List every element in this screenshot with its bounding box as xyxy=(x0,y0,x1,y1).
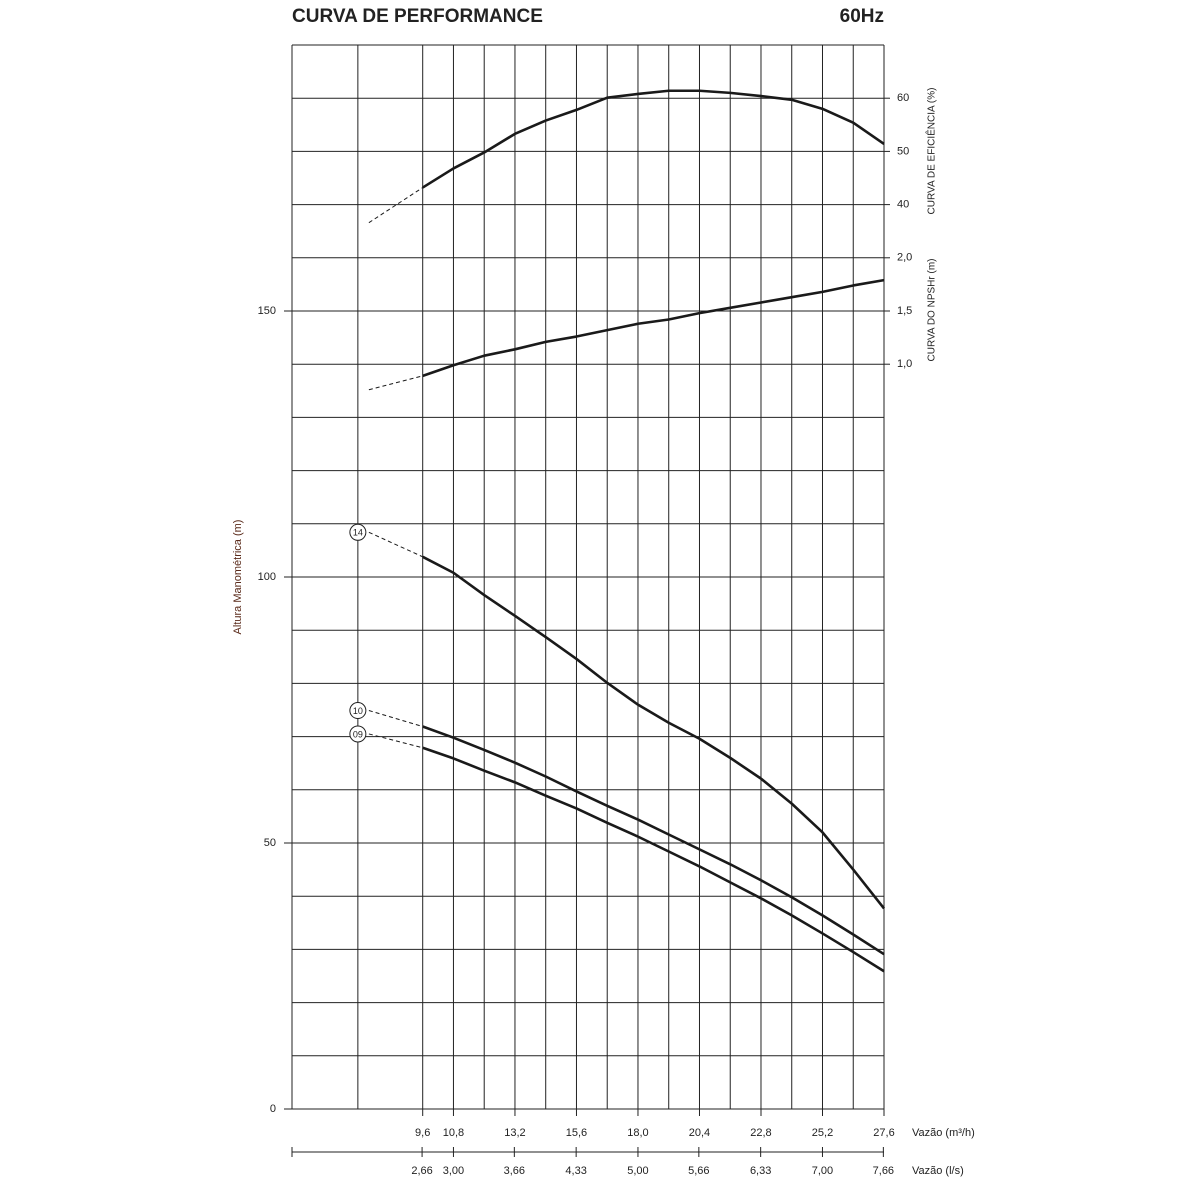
curve xyxy=(422,725,885,956)
x-tick-label: 13,2 xyxy=(504,1127,525,1139)
x-tick-label: 18,0 xyxy=(627,1127,648,1139)
curve-dashed xyxy=(368,531,423,558)
curve-label-circle xyxy=(349,523,367,541)
curve-label-circle xyxy=(349,702,367,720)
y2-tick-label: 40 xyxy=(897,199,909,211)
x2-tick-label: 7,00 xyxy=(812,1165,833,1177)
y3-tick-label: 2,0 xyxy=(897,252,912,264)
x2-tick-label: 3,66 xyxy=(504,1165,525,1177)
x-tick-label: 9,6 xyxy=(415,1127,430,1139)
y-tick-label: 150 xyxy=(258,305,276,317)
y-tick-label: 0 xyxy=(270,1103,276,1115)
curve xyxy=(422,278,885,378)
curve-label: 10 xyxy=(353,706,363,716)
curve xyxy=(422,89,885,189)
x2-axis-title: Vazão (l/s) xyxy=(912,1165,964,1177)
y2-axis-title: CURVA DE EFICIÊNCIA (%) xyxy=(925,88,938,215)
y-tick-label: 50 xyxy=(264,837,276,849)
y3-tick-label: 1,0 xyxy=(897,358,912,370)
x-tick-label: 25,2 xyxy=(812,1127,833,1139)
y3-axis-title: CURVA DO NPSHr (m) xyxy=(927,259,938,362)
x-tick-label: 27,6 xyxy=(873,1127,894,1139)
x2-tick-label: 7,66 xyxy=(873,1165,894,1177)
curve-dashed xyxy=(368,710,423,727)
curve xyxy=(422,555,886,910)
x-axis-title: Vazão (m³/h) xyxy=(912,1127,975,1139)
x2-tick-label: 5,00 xyxy=(627,1165,648,1177)
curve-dashed xyxy=(368,375,423,391)
y-tick-label: 100 xyxy=(258,571,276,583)
x-tick-label: 10,8 xyxy=(443,1127,464,1139)
curve-label-circle xyxy=(349,725,367,743)
x2-tick-label: 4,33 xyxy=(565,1165,586,1177)
curve-label: 14 xyxy=(353,528,363,538)
x2-tick-label: 2,66 xyxy=(411,1165,432,1177)
x2-tick-label: 6,33 xyxy=(750,1165,771,1177)
y2-tick-label: 50 xyxy=(897,145,909,157)
chart-subtitle: 60Hz xyxy=(840,6,884,27)
curve xyxy=(422,746,885,973)
x-tick-label: 22,8 xyxy=(750,1127,771,1139)
x2-tick-label: 5,66 xyxy=(688,1165,709,1177)
x-tick-label: 20,4 xyxy=(689,1127,710,1139)
chart-title: CURVA DE PERFORMANCE xyxy=(292,6,543,27)
curve-dashed xyxy=(368,733,423,749)
y3-tick-label: 1,5 xyxy=(897,305,912,317)
curve-label: 09 xyxy=(353,729,363,739)
x-tick-label: 15,6 xyxy=(566,1127,587,1139)
y2-tick-label: 60 xyxy=(897,92,909,104)
y-axis-title: Altura Manométrica (m) xyxy=(232,520,244,635)
x2-tick-label: 3,00 xyxy=(443,1165,464,1177)
curve-dashed xyxy=(368,187,423,224)
